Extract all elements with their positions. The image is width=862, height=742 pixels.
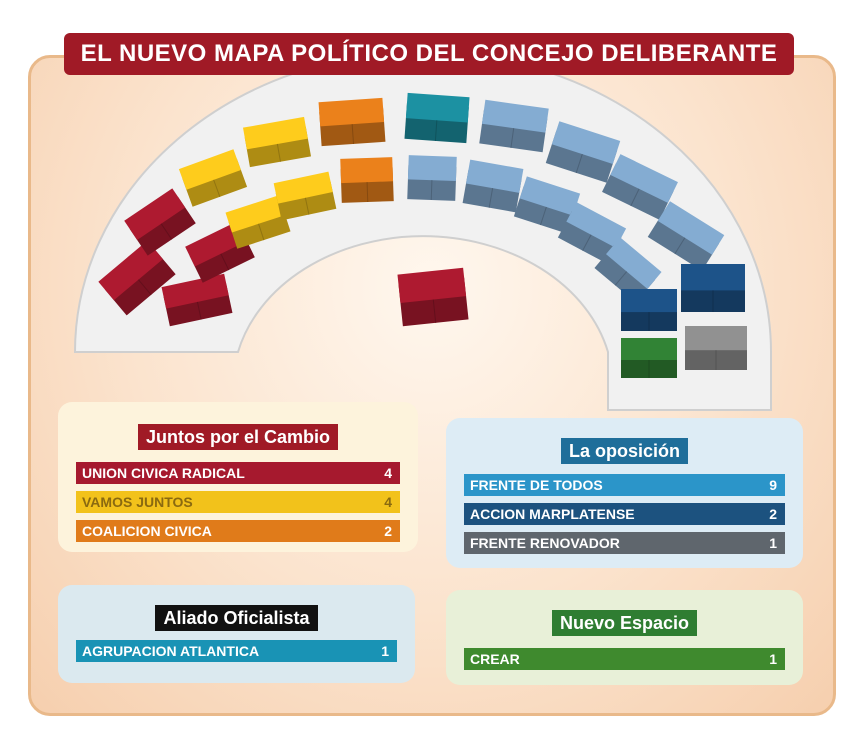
seat-ucr (397, 267, 469, 327)
party-seat-count: 1 (769, 651, 777, 667)
party-name: ACCION MARPLATENSE (470, 506, 635, 522)
legend-row: CREAR 1 (464, 648, 785, 670)
seat-frente-de-todos (407, 155, 457, 201)
legend-group-title: Aliado Oficialista (155, 605, 318, 631)
seat-ucr (98, 240, 176, 316)
seat-frente-de-todos (513, 176, 581, 234)
seat-coalicion-civica (340, 157, 394, 203)
legend-row: ACCION MARPLATENSE 2 (464, 503, 785, 525)
party-seat-count: 4 (384, 465, 392, 481)
seat-frente-de-todos (462, 159, 524, 213)
seat-ucr (124, 188, 196, 256)
seat-coalicion-civica (318, 97, 386, 147)
party-seat-count: 1 (769, 535, 777, 551)
seat-frente-renovador (685, 326, 747, 370)
party-name: AGRUPACION ATLANTICA (82, 643, 260, 659)
seat-accion-marplatense (621, 289, 677, 331)
seat-vamos-juntos (225, 195, 291, 249)
seat-frente-de-todos (545, 121, 621, 183)
party-name: VAMOS JUNTOS (82, 494, 193, 510)
party-seat-count: 9 (769, 477, 777, 493)
seat-frente-de-todos (602, 154, 678, 220)
legend-row: UNION CIVICA RADICAL 4 (76, 462, 400, 484)
legend-row: VAMOS JUNTOS 4 (76, 491, 400, 513)
party-seat-count: 4 (384, 494, 392, 510)
legend-group-title: Nuevo Espacio (551, 610, 698, 636)
legend-panel-juntos-por-el-cambio: Juntos por el Cambio UNION CIVICA RADICAL… (58, 402, 418, 552)
party-seat-count: 2 (769, 506, 777, 522)
party-seat-count: 2 (384, 523, 392, 539)
page-title: EL NUEVO MAPA POLÍTICO DEL CONCEJO DELIB… (64, 33, 794, 75)
party-name: FRENTE RENOVADOR (470, 535, 620, 551)
legend-panel-nuevo-espacio: Nuevo Espacio CREAR 1 (446, 590, 803, 685)
legend-panel-la-oposici-n: La oposición FRENTE DE TODOS 9 ACCION MARPL… (446, 418, 803, 568)
party-seat-count: 1 (381, 643, 389, 659)
legend-group-title-wrap: Aliado Oficialista (58, 605, 415, 631)
seat-frente-de-todos (557, 202, 627, 264)
legend-row: FRENTE RENOVADOR 1 (464, 532, 785, 554)
legend-row: FRENTE DE TODOS 9 (464, 474, 785, 496)
seat-agrupacion-atlantica (404, 92, 470, 144)
seat-frente-de-todos (647, 201, 725, 271)
legend-panel-aliado-oficialista: Aliado Oficialista AGRUPACION ATLANTICA 1 (58, 585, 415, 683)
party-name: UNION CIVICA RADICAL (82, 465, 245, 481)
party-name: CREAR (470, 651, 520, 667)
seat-vamos-juntos (242, 116, 312, 168)
legend-group-title-wrap: Nuevo Espacio (446, 610, 803, 636)
seat-frente-de-todos (594, 237, 662, 303)
seat-crear (621, 338, 677, 378)
seat-accion-marplatense (681, 264, 745, 312)
seat-vamos-juntos (178, 149, 248, 207)
legend-group-title: La oposición (560, 438, 688, 464)
party-name: FRENTE DE TODOS (470, 477, 603, 493)
legend-row: AGRUPACION ATLANTICA 1 (76, 640, 397, 662)
legend-group-title: Juntos por el Cambio (137, 424, 339, 450)
legend-group-title-wrap: Juntos por el Cambio (58, 424, 418, 450)
party-name: COALICION CIVICA (82, 523, 212, 539)
seat-frente-de-todos (479, 99, 549, 153)
legend-group-title-wrap: La oposición (446, 438, 803, 464)
legend-row: COALICION CIVICA 2 (76, 520, 400, 542)
seat-vamos-juntos (273, 171, 337, 221)
seat-ucr (161, 273, 233, 327)
